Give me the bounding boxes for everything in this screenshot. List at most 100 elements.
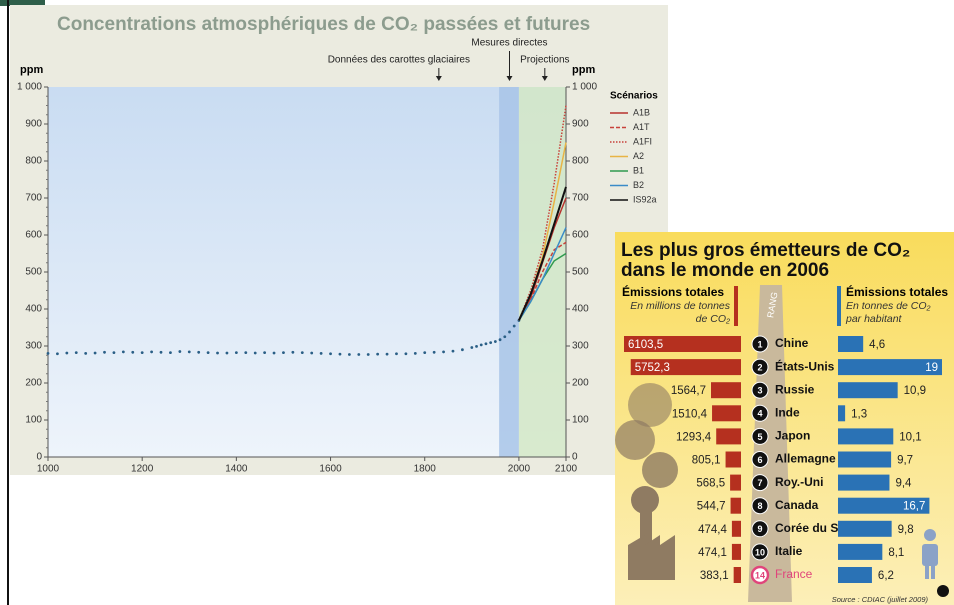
period-band [519,87,566,457]
y-tick-label: 900 [25,119,42,130]
total-label: 383,1 [700,570,729,582]
country-label: Inde [775,405,800,419]
legend-label: B2 [633,180,644,190]
ice-core-point [339,353,342,356]
page: {"chart_data": [ {"type": "line", "title… [0,0,954,605]
rank-number: 10 [755,547,765,557]
country-label: Canada [775,498,819,512]
ice-core-point [282,351,285,354]
total-bar [732,544,741,560]
ice-core-point [485,342,488,345]
per-capita-label: 8,1 [888,547,904,559]
y-tick-label: 1 000 [572,82,597,93]
country-label: Russie [775,382,815,396]
rank-number: 2 [757,362,762,372]
ice-core-point [235,351,238,354]
total-label: 805,1 [692,455,721,467]
total-label: 474,1 [698,547,727,559]
ice-core-point [160,351,163,354]
annotation: Données des carottes glaciaires [328,55,470,66]
series-header: Émissions totales [622,284,724,299]
ice-core-point [65,352,68,355]
y-tick-label: 500 [572,267,589,278]
legend-label: A2 [633,151,644,161]
series-header: Émissions totales [846,284,948,299]
ice-core-point [503,335,506,338]
country-label: Chine [775,336,809,350]
ice-core-point [94,352,97,355]
country-label: États-Unis [775,358,835,373]
per-capita-label: 1,3 [851,408,867,420]
header-accent [837,286,841,326]
ice-core-point [508,331,511,334]
series-unit: En tonnes de CO₂ [846,300,931,312]
y-tick-label: 100 [25,415,42,426]
per-capita-bar [838,475,889,491]
per-capita-label: 9,8 [898,524,914,536]
series-unit: par habitant [845,313,903,325]
ice-core-point [320,352,323,355]
total-label: 1293,4 [676,431,712,443]
chart2-title: Les plus gros émetteurs de CO₂ [621,240,910,261]
per-capita-label: 10,1 [899,431,921,443]
y-tick-label: 800 [572,156,589,167]
ice-core-point [273,352,276,355]
ice-core-point [197,351,200,354]
ice-core-point [329,352,332,355]
ice-core-point [395,352,398,355]
rank-number: 14 [755,570,765,580]
y-tick-label: 900 [572,119,589,130]
ice-core-point [461,348,464,351]
ice-core-point [423,351,426,354]
total-label: 568,5 [696,478,725,490]
y-tick-label: 200 [572,378,589,389]
ice-core-point [103,351,106,354]
y-axis-title: ppm [20,64,43,76]
y-tick-label: 700 [25,193,42,204]
per-capita-bar [838,428,893,444]
source: Source : CDIAC (juillet 2009) [832,595,929,604]
ice-core-point [254,352,257,355]
per-capita-bar [838,521,892,537]
x-tick-label: 2000 [508,464,531,475]
country-label: France [775,567,813,581]
ice-core-point [207,351,210,354]
rank-number: 4 [757,409,762,419]
y-tick-label: 600 [25,230,42,241]
total-bar [716,428,741,444]
country-label: Corée du S. [775,521,842,535]
chart1-title: Concentrations atmosphériques de CO₂ pas… [57,14,590,35]
ice-core-point [301,351,304,354]
total-label: 6103,5 [628,339,663,351]
ice-core-point [178,350,181,353]
chart2-title: dans le monde en 2006 [621,260,829,281]
rank-number: 7 [757,478,762,488]
rank-number: 5 [757,432,762,442]
total-label: 474,4 [698,524,727,536]
ice-core-point [150,351,153,354]
y-tick-label: 500 [25,267,42,278]
y-tick-label: 1 000 [17,82,42,93]
ice-core-point [169,351,172,354]
ice-core-point [216,352,219,355]
x-tick-label: 2100 [555,464,578,475]
rank-number: 3 [757,386,762,396]
legend-label: IS92a [633,194,657,204]
ice-core-point [122,351,125,354]
ice-core-point [84,352,87,355]
total-label: 1564,7 [671,385,706,397]
y-tick-label: 800 [25,156,42,167]
ice-core-point [291,351,294,354]
annotation: Mesures directes [471,38,547,49]
x-tick-label: 1000 [37,464,60,475]
ice-core-point [442,351,445,354]
ice-core-point [433,351,436,354]
per-capita-bar [838,405,845,421]
ice-core-point [475,345,478,348]
ice-core-point [188,351,191,354]
left-border [7,0,9,605]
per-capita-bar [838,544,882,560]
country-label: Roy.-Uni [775,475,823,489]
total-bar [711,382,741,398]
ice-core-point [244,351,247,354]
